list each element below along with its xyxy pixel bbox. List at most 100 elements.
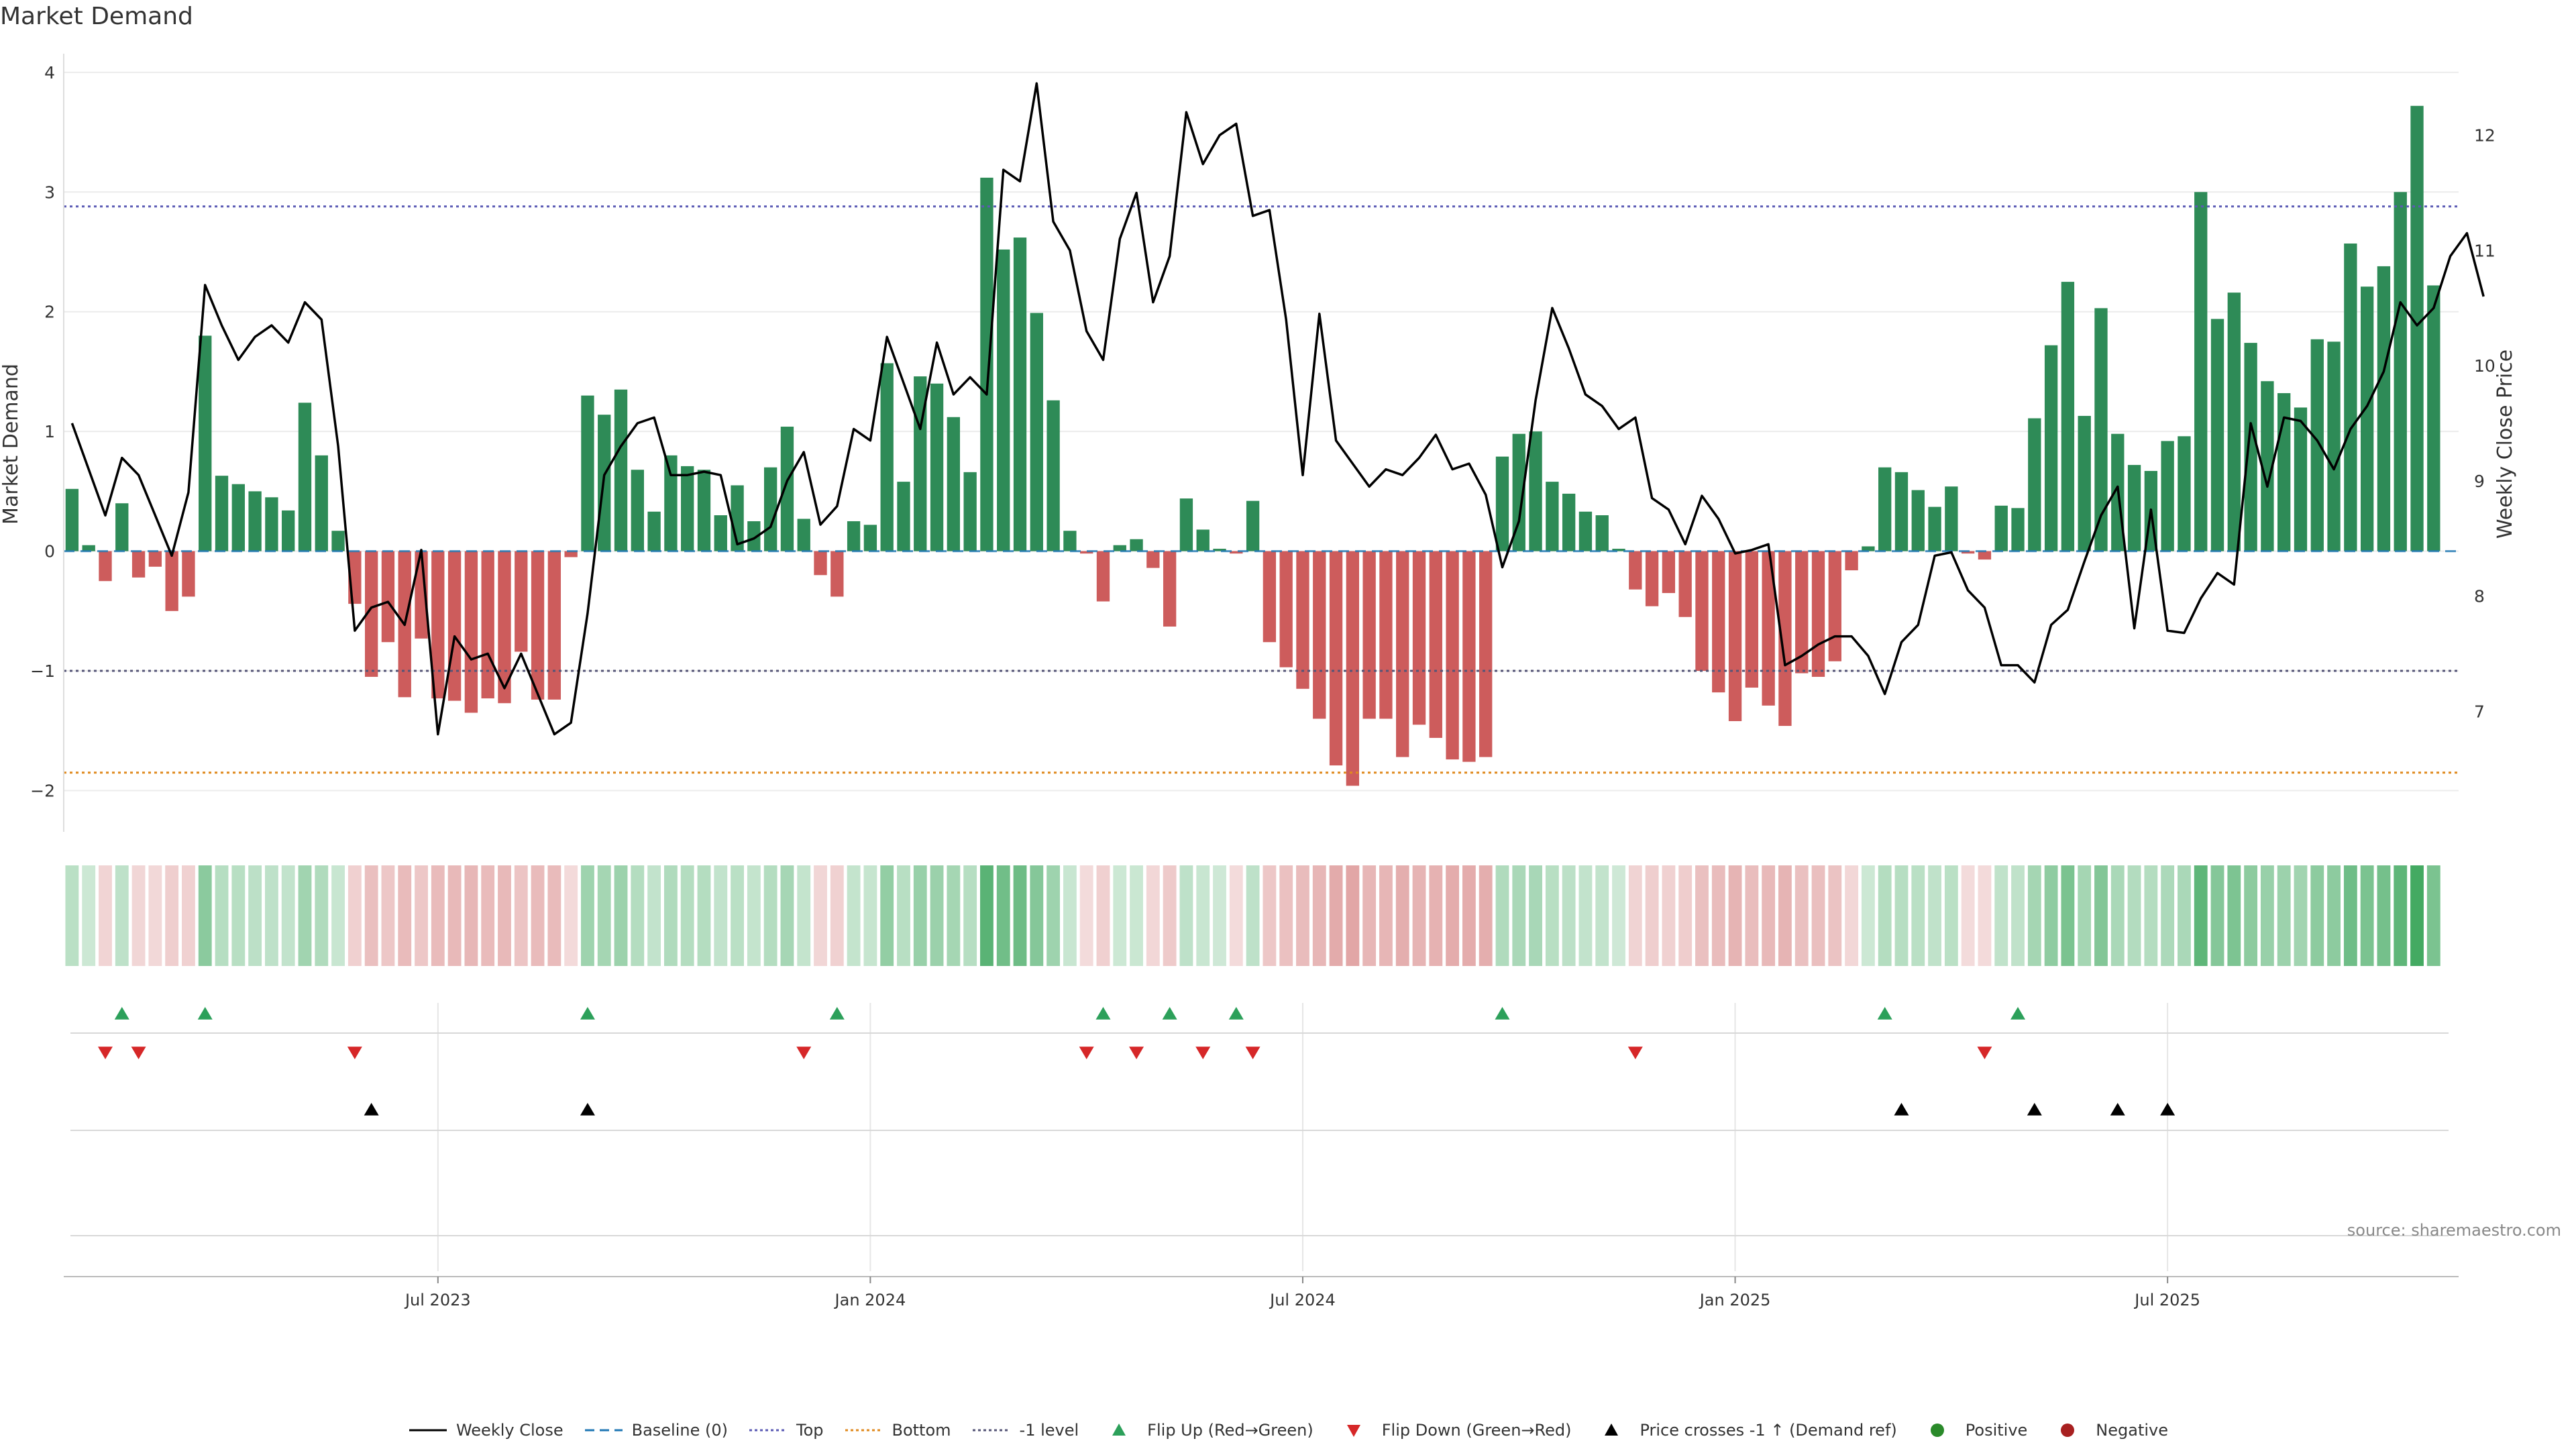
heat-cell [464, 865, 478, 966]
demand-bar [1945, 486, 1958, 551]
heat-cell [2244, 865, 2258, 966]
demand-bar [2210, 319, 2224, 551]
heat-cell [1296, 865, 1309, 966]
demand-bar [2244, 343, 2257, 551]
demand-bar [1429, 551, 1442, 738]
demand-bar [1911, 490, 1925, 551]
demand-bar [1795, 551, 1809, 674]
legend-label: Flip Down (Green→Red) [1381, 1421, 1572, 1440]
source-credit: source: sharemaestro.com [2347, 1221, 2561, 1240]
demand-bar [1845, 551, 1858, 571]
y-tick-label: −2 [30, 781, 55, 800]
heat-cell [1695, 865, 1709, 966]
heat-cell [1845, 865, 1859, 966]
heat-cell [2044, 865, 2058, 966]
demand-bar [1279, 551, 1293, 667]
flip-down-marker [1079, 1046, 1094, 1059]
heat-cell [447, 865, 462, 966]
heat-cell [1312, 865, 1326, 966]
demand-bar [1811, 551, 1825, 677]
demand-bar [564, 551, 578, 557]
cross-up-marker [2110, 1103, 2125, 1116]
demand-bar [2227, 292, 2241, 551]
heat-cell [1030, 865, 1044, 966]
heat-cell [1678, 865, 1693, 966]
heat-cell [1013, 865, 1027, 966]
heat-cell [2343, 865, 2357, 966]
demand-bar [1179, 498, 1193, 551]
heat-cell [980, 865, 994, 966]
flip-down-marker [1129, 1046, 1144, 1059]
cross-up-marker [2027, 1103, 2042, 1116]
heat-cell [415, 865, 428, 966]
x-axis: Jul 2023 Jan 2024 Jul 2024 Jan 2025 Jul 2025 [64, 1276, 2459, 1309]
heat-cell [2178, 865, 2191, 966]
demand-bar [714, 515, 727, 551]
demand-bar [980, 177, 994, 551]
heat-cell [2027, 865, 2041, 966]
heat-cell [115, 865, 129, 966]
demand-bar [2377, 266, 2391, 551]
flip-up-marker [197, 1007, 213, 1020]
legend-item-cross-up: Price crosses -1 ↑ (Demand ref) [1591, 1421, 1897, 1440]
heat-cell [1346, 865, 1360, 966]
demand-bar [1961, 551, 1975, 554]
heat-cell [1961, 865, 1975, 966]
flip-up-marker [1095, 1007, 1111, 1020]
heat-cell [1545, 865, 1559, 966]
heat-cell [1163, 865, 1177, 966]
heat-cell [198, 865, 212, 966]
heat-cell [2011, 865, 2025, 966]
y-tick-label: 2 [44, 303, 55, 322]
demand-bar [447, 551, 462, 701]
demand-bar [1329, 551, 1343, 765]
legend-dot [2061, 1424, 2075, 1437]
demand-bar [1762, 551, 1775, 706]
legend-swatch [1112, 1424, 1126, 1436]
legend-label: Bottom [892, 1421, 951, 1440]
weekly-close-series [70, 82, 2485, 736]
heat-cell [930, 865, 944, 966]
heat-cell [2377, 865, 2391, 966]
flip-up-marker [829, 1007, 845, 1020]
heat-cell [1096, 865, 1110, 966]
flip-up-marker [1877, 1007, 1892, 1020]
legend-item-top: Top [748, 1421, 824, 1440]
legend-item-flip-down: Flip Down (Green→Red) [1334, 1421, 1572, 1440]
x-tick-label: Jul 2023 [404, 1291, 471, 1309]
demand-bar [897, 482, 910, 551]
cross-up-marker [580, 1103, 595, 1116]
demand-bar [1778, 551, 1792, 727]
demand-bar [814, 551, 827, 576]
demand-bar [1096, 551, 1110, 602]
legend-item-negative: Negative [2047, 1421, 2168, 1440]
x-tick-label: Jul 2025 [2133, 1291, 2200, 1309]
flip-up-marker [1495, 1007, 1510, 1020]
heat-cell [398, 865, 412, 966]
demand-bar [1296, 551, 1309, 689]
heat-cell [614, 865, 628, 966]
legend-swatch [845, 1429, 883, 1432]
heat-cell [747, 865, 761, 966]
heat-cell [1462, 865, 1476, 966]
demand-bar [1712, 551, 1725, 693]
heat-cell [2294, 865, 2308, 966]
legend-item-baseline: Baseline (0) [584, 1421, 728, 1440]
demand-bar [1246, 500, 1260, 551]
demand-bar [1379, 551, 1393, 719]
demand-bar [2061, 282, 2075, 551]
demand-bar [647, 511, 661, 551]
flip-down-marker [1627, 1046, 1643, 1059]
demand-bar [1629, 551, 1642, 590]
heat-cell [1395, 865, 1409, 966]
flip-down-marker [347, 1046, 362, 1059]
heat-cell [581, 865, 594, 966]
flip-down-marker [131, 1046, 146, 1059]
heat-cell [680, 865, 694, 966]
heat-cell [880, 865, 894, 966]
x-tick-label: Jan 2025 [1699, 1291, 1771, 1309]
demand-bar [1346, 551, 1360, 786]
heat-cell [1612, 865, 1625, 966]
heat-cell [2410, 865, 2424, 966]
